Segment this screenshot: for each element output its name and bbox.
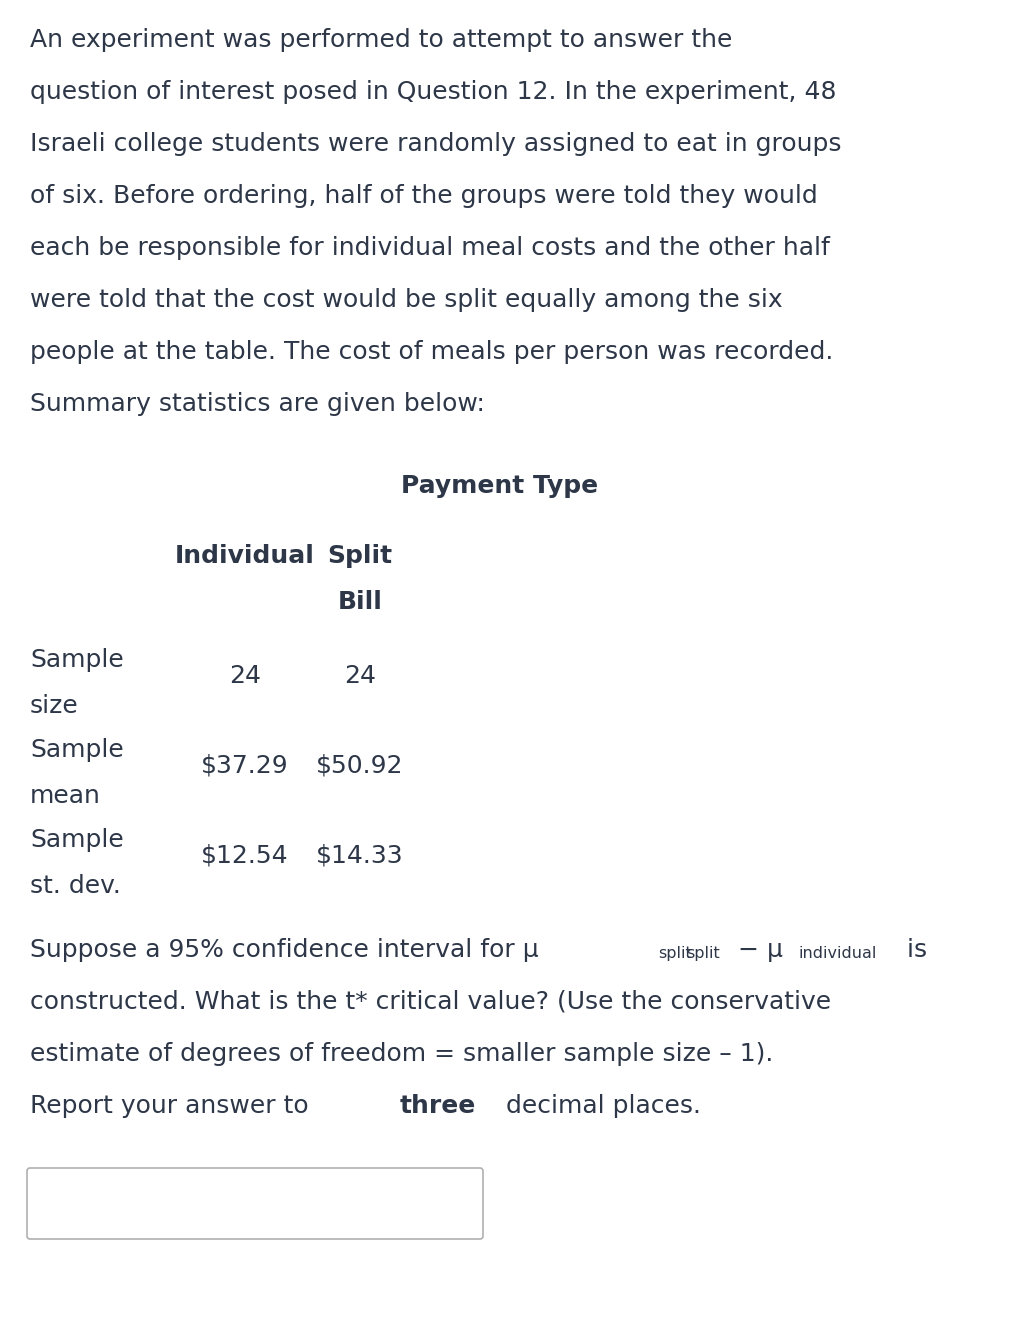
Text: question of interest posed in Question 12. In the experiment, 48: question of interest posed in Question 1… bbox=[30, 80, 836, 105]
Text: people at the table. The cost of meals per person was recorded.: people at the table. The cost of meals p… bbox=[30, 340, 832, 364]
Text: constructed. What is the t* critical value? (Use the conservative: constructed. What is the t* critical val… bbox=[30, 990, 830, 1014]
Text: An experiment was performed to attempt to answer the: An experiment was performed to attempt t… bbox=[30, 28, 732, 52]
Text: $50.92: $50.92 bbox=[315, 753, 403, 777]
Text: Sample: Sample bbox=[30, 738, 123, 762]
Text: individual: individual bbox=[798, 946, 876, 961]
Text: decimal places.: decimal places. bbox=[497, 1093, 701, 1118]
Text: Bill: Bill bbox=[338, 590, 382, 614]
Text: $14.33: $14.33 bbox=[315, 844, 403, 867]
Text: Individual: Individual bbox=[175, 544, 314, 568]
Text: each be responsible for individual meal costs and the other half: each be responsible for individual meal … bbox=[30, 236, 829, 260]
Text: − μ: − μ bbox=[729, 938, 782, 962]
Text: mean: mean bbox=[30, 784, 101, 808]
Text: $37.29: $37.29 bbox=[201, 753, 288, 777]
Text: Israeli college students were randomly assigned to eat in groups: Israeli college students were randomly a… bbox=[30, 133, 841, 155]
Text: split: split bbox=[658, 946, 692, 961]
Text: estimate of degrees of freedom = smaller sample size – 1).: estimate of degrees of freedom = smaller… bbox=[30, 1043, 772, 1067]
Text: 24: 24 bbox=[228, 663, 261, 687]
Text: were told that the cost would be split equally among the six: were told that the cost would be split e… bbox=[30, 288, 782, 312]
Text: Sample: Sample bbox=[30, 649, 123, 671]
Text: split: split bbox=[685, 946, 720, 961]
Text: st. dev.: st. dev. bbox=[30, 874, 120, 898]
Text: Payment Type: Payment Type bbox=[401, 474, 598, 498]
Text: is: is bbox=[899, 938, 926, 962]
Text: Sample: Sample bbox=[30, 828, 123, 852]
Text: size: size bbox=[30, 694, 79, 718]
Text: Report your answer to: Report your answer to bbox=[30, 1093, 316, 1118]
Text: Split: Split bbox=[328, 544, 392, 568]
Text: three: three bbox=[399, 1093, 475, 1118]
FancyBboxPatch shape bbox=[27, 1168, 482, 1240]
Text: Summary statistics are given below:: Summary statistics are given below: bbox=[30, 393, 484, 415]
Text: Suppose a 95% confidence interval for μ: Suppose a 95% confidence interval for μ bbox=[30, 938, 538, 962]
Text: of six. Before ordering, half of the groups were told they would: of six. Before ordering, half of the gro… bbox=[30, 184, 817, 208]
Text: 24: 24 bbox=[344, 663, 376, 687]
Text: $12.54: $12.54 bbox=[201, 844, 288, 867]
